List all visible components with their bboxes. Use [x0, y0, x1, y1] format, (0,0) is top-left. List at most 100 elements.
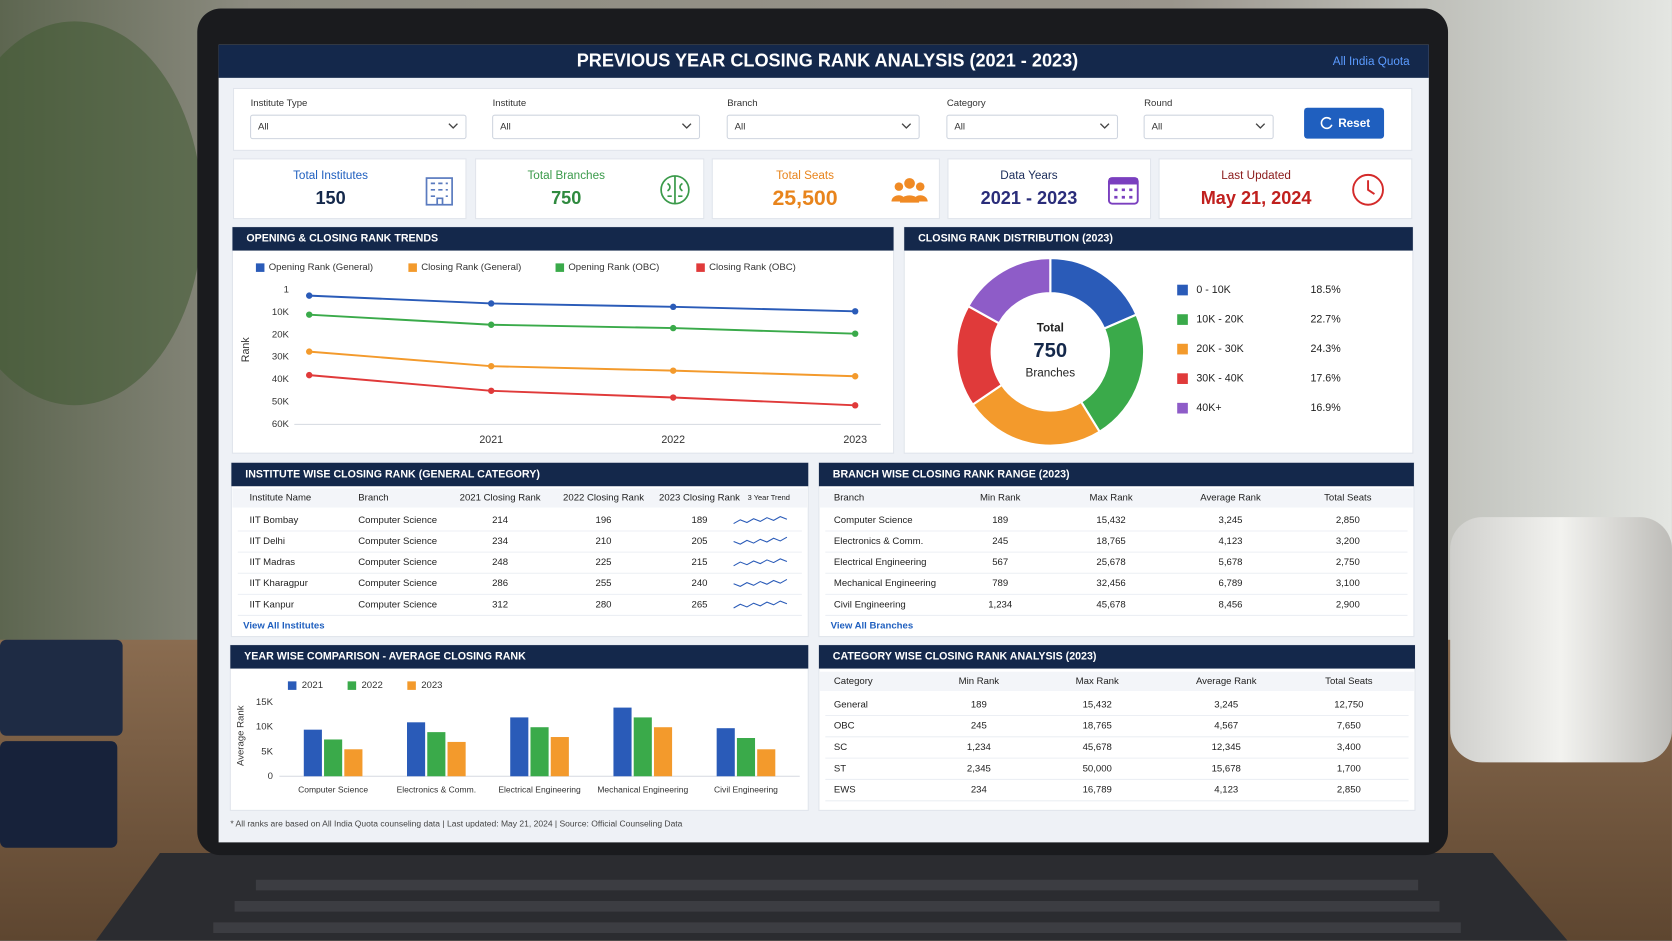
- table-cell: 4,123: [1214, 785, 1238, 796]
- y-tick-label: 1: [284, 285, 289, 296]
- filter-select[interactable]: [946, 114, 1119, 140]
- table-cell: 248: [492, 557, 508, 568]
- series-point: [306, 348, 313, 355]
- series-point: [669, 394, 677, 401]
- filter-value: All: [500, 121, 511, 132]
- table-cell: IIT Delhi: [250, 536, 286, 547]
- x-tick-label: 2021: [479, 434, 503, 446]
- kpi-card: [232, 158, 467, 220]
- table-cell: 32,456: [1096, 578, 1125, 589]
- legend-label: 20K - 30K: [1196, 343, 1243, 355]
- panel-title: CLOSING RANK DISTRIBUTION (2023): [918, 233, 1113, 245]
- table-cell: 265: [692, 599, 708, 610]
- legend-swatch: [407, 681, 416, 690]
- y-tick-label: 10K: [256, 722, 274, 733]
- filter-value: All: [735, 121, 746, 132]
- table-cell: 196: [596, 515, 612, 526]
- bar: [447, 741, 466, 777]
- table-cell: IIT Kanpur: [250, 599, 295, 610]
- table-cell: General: [834, 699, 868, 710]
- table-cell: IIT Kharagpur: [250, 578, 309, 589]
- table-cell: 16,789: [1083, 785, 1112, 796]
- y-tick-label: 10K: [272, 307, 290, 318]
- column-header: Category: [834, 676, 873, 687]
- panel-title: OPENING & CLOSING RANK TRENDS: [246, 233, 438, 245]
- legend-label: 0 - 10K: [1196, 284, 1230, 296]
- y-tick-label: 20K: [272, 329, 290, 340]
- book: [0, 741, 118, 848]
- table-cell: 12,750: [1334, 699, 1363, 710]
- table-cell: 245: [992, 536, 1008, 547]
- table-cell: IIT Madras: [250, 557, 296, 568]
- icon-brain: [660, 175, 690, 205]
- kpi-card: [475, 158, 705, 220]
- column-header: Branch: [834, 492, 864, 503]
- kpi-label: Total Institutes: [293, 169, 368, 182]
- table-header-row: [819, 488, 1413, 508]
- x-tick-label: Mechanical Engineering: [597, 784, 688, 794]
- legend-swatch: [1177, 314, 1188, 325]
- y-tick-label: 30K: [272, 352, 290, 363]
- table-cell: OBC: [834, 721, 855, 732]
- icon-building: [425, 177, 453, 206]
- series-point: [851, 373, 859, 380]
- filter-select[interactable]: [250, 114, 467, 140]
- series-point: [306, 311, 313, 318]
- chevron: [901, 123, 912, 129]
- reset-button[interactable]: [1304, 107, 1385, 139]
- value-label: 16.9%: [1310, 402, 1341, 414]
- table-cell: 3,245: [1214, 699, 1238, 710]
- y-axis-label: Rank: [240, 337, 252, 363]
- series-point: [669, 324, 677, 332]
- table-cell: 45,678: [1096, 599, 1125, 610]
- legend-label: 30K - 40K: [1196, 372, 1243, 384]
- bar: [550, 737, 569, 777]
- filter-select[interactable]: [1143, 114, 1274, 140]
- table-cell: 280: [596, 599, 612, 610]
- table-cell: 15,432: [1083, 699, 1112, 710]
- table-cell: 255: [596, 578, 612, 589]
- table-link: View All Branches: [831, 620, 914, 631]
- table-cell: 50,000: [1083, 763, 1112, 774]
- table-cell: Computer Science: [358, 557, 437, 568]
- bar: [736, 738, 756, 777]
- chevron: [1099, 123, 1110, 129]
- table-cell: 2,345: [967, 763, 991, 774]
- table-cell: 6,789: [1219, 578, 1243, 589]
- y-tick-label: 5K: [261, 746, 273, 757]
- bar: [407, 722, 426, 777]
- quota-label: All India Quota: [1333, 55, 1410, 68]
- filter-value: All: [1152, 121, 1163, 132]
- value-label: 18.5%: [1310, 284, 1341, 296]
- series-point: [306, 371, 313, 379]
- value-label: 24.3%: [1310, 343, 1341, 355]
- table-cell: 225: [596, 557, 612, 568]
- filter-select[interactable]: [726, 114, 920, 140]
- bar: [324, 739, 343, 777]
- panel: [818, 644, 1416, 811]
- table-cell: 3,400: [1337, 742, 1361, 753]
- filter-label: Branch: [727, 98, 757, 109]
- series-point: [488, 300, 495, 307]
- table-cell: 286: [492, 578, 508, 589]
- table-cell: 4,567: [1214, 721, 1238, 732]
- kpi-value: 750: [551, 188, 581, 208]
- x-tick-label: Civil Engineering: [714, 784, 778, 794]
- legend-label: 10K - 20K: [1196, 313, 1243, 325]
- table-cell: SC: [834, 742, 847, 753]
- column-header: Average Rank: [1200, 492, 1261, 503]
- table-header-row: [232, 488, 808, 508]
- table-cell: 2,750: [1336, 557, 1360, 568]
- trend-sparkline: [733, 578, 788, 587]
- panel-header: [904, 227, 1413, 251]
- legend-label: Closing Rank (General): [421, 262, 521, 273]
- table-cell: Computer Science: [358, 515, 437, 526]
- bar: [633, 717, 652, 777]
- panel-header: [231, 462, 809, 487]
- y-axis-label: Average Rank: [236, 705, 247, 766]
- filter-select[interactable]: [492, 114, 701, 140]
- legend-swatch: [1177, 373, 1188, 384]
- kpi-label: Last Updated: [1221, 169, 1291, 182]
- reset-icon: [1320, 116, 1333, 130]
- x-tick-label: 2023: [843, 434, 867, 446]
